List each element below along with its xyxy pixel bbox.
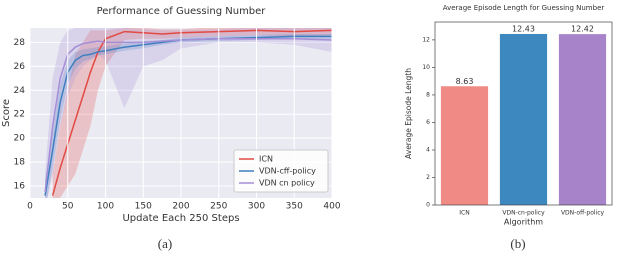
caption: (b) — [510, 236, 525, 251]
x-tick-label: 0 — [27, 202, 33, 212]
bar — [558, 34, 607, 205]
x-tick-label: 150 — [135, 202, 152, 212]
y-tick-label: 0 — [426, 202, 430, 209]
x-tick-label: ICN — [459, 210, 469, 217]
chart-title: Average Episode Length for Guessing Numb… — [443, 4, 605, 12]
x-tick-label: 250 — [210, 202, 227, 212]
bar — [440, 86, 489, 205]
x-tick-label: 50 — [62, 202, 74, 212]
y-tick-label: 22 — [14, 110, 25, 120]
y-tick-label: 4 — [426, 146, 430, 153]
value-label: 12.42 — [571, 25, 594, 34]
y-tick-label: 8 — [426, 91, 430, 98]
y-tick-label: 2 — [426, 174, 430, 181]
x-tick-label: 100 — [97, 202, 114, 212]
chart-title: Performance of Guessing Number — [97, 6, 267, 17]
x-axis-label: Algorithm — [504, 218, 543, 227]
x-tick-label: VDN-off-policy — [561, 210, 605, 217]
y-tick-label: 6 — [426, 119, 430, 126]
x-tick-label: 400 — [323, 202, 340, 212]
x-axis-label: Update Each 250 Steps — [122, 213, 239, 224]
y-tick-label: 28 — [14, 38, 26, 48]
x-tick-label: 350 — [286, 202, 303, 212]
legend-label: ICN — [259, 155, 273, 164]
y-tick-label: 26 — [14, 62, 26, 72]
legend-label: VDN-cff-policy — [259, 167, 316, 176]
legend-label: VDN cn policy — [259, 179, 315, 188]
y-axis-label: Average Episode Length — [404, 68, 413, 159]
y-tick-label: 16 — [14, 182, 26, 192]
plot-frame — [434, 21, 613, 206]
legend-box — [233, 149, 329, 193]
y-axis-label: Score — [1, 99, 12, 127]
y-tick-label: 12 — [422, 36, 430, 43]
error-band — [45, 28, 332, 198]
value-label: 8.63 — [456, 77, 474, 86]
bar — [499, 33, 548, 206]
y-tick-label: 20 — [14, 134, 26, 144]
y-tick-label: 10 — [422, 64, 430, 71]
y-tick-label: 18 — [14, 158, 26, 168]
value-label: 12.43 — [512, 24, 535, 33]
x-tick-label: VDN-cn-policy — [502, 210, 545, 217]
line — [51, 29, 332, 196]
x-tick-label: 300 — [248, 202, 265, 212]
x-tick-label: 200 — [172, 202, 189, 212]
caption: (a) — [158, 236, 172, 251]
y-tick-label: 24 — [14, 86, 26, 96]
